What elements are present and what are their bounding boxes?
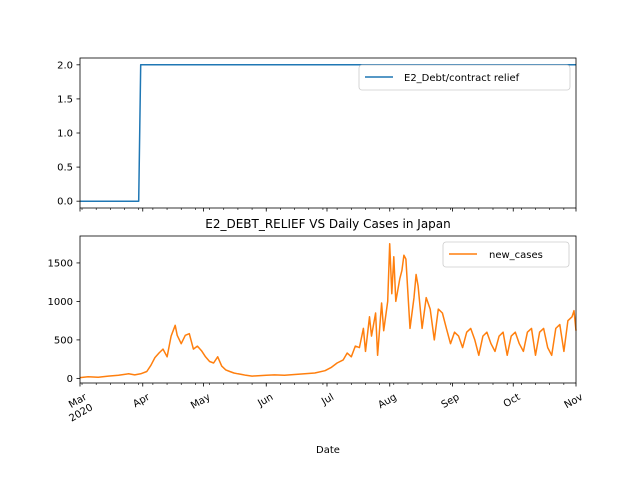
bottom-chart-title: E2_DEBT_RELIEF VS Daily Cases in Japan [205,217,451,231]
top-plot-frame [79,57,577,209]
bottom-x-axis-label: Date [316,445,340,456]
top-legend-label: E2_Debt/contract relief [404,73,520,84]
bottom-y-tick-label: 1000 [48,297,73,308]
bottom-y-tick-label: 1500 [48,258,73,269]
bottom-legend-label: new_cases [489,250,543,261]
top-series-line [80,64,576,202]
bottom-y-ticks: 0 500 1000 1500 [48,258,80,385]
top-y-tick-label: 1.5 [57,94,73,105]
top-series-lines [80,64,576,202]
bottom-y-tick-label: 500 [54,335,73,346]
top-subplot: 0.0 0.5 1.0 1.5 2.0 E2_Debt/contract relief [57,57,577,212]
bottom-series-lines [79,242,577,379]
top-y-tick-label: 2.0 [57,60,73,71]
top-y-ticks: 0.0 0.5 1.0 1.5 2.0 [57,60,80,208]
top-y-tick-label: 1.0 [57,129,73,140]
top-y-tick-label: 0.5 [57,163,73,174]
bottom-plot-frame [79,235,577,384]
bottom-y-tick-label: 0 [67,374,73,385]
bottom-legend-box [442,241,570,268]
top-legend-box [358,64,571,91]
bottom-subplot: E2_DEBT_RELIEF VS Daily Cases in Japan 0… [48,217,586,456]
bottom-series-line [79,242,577,379]
bottom-legend: new_cases [442,241,570,268]
top-y-tick-label: 0.0 [57,197,73,208]
top-legend: E2_Debt/contract relief [358,64,571,91]
